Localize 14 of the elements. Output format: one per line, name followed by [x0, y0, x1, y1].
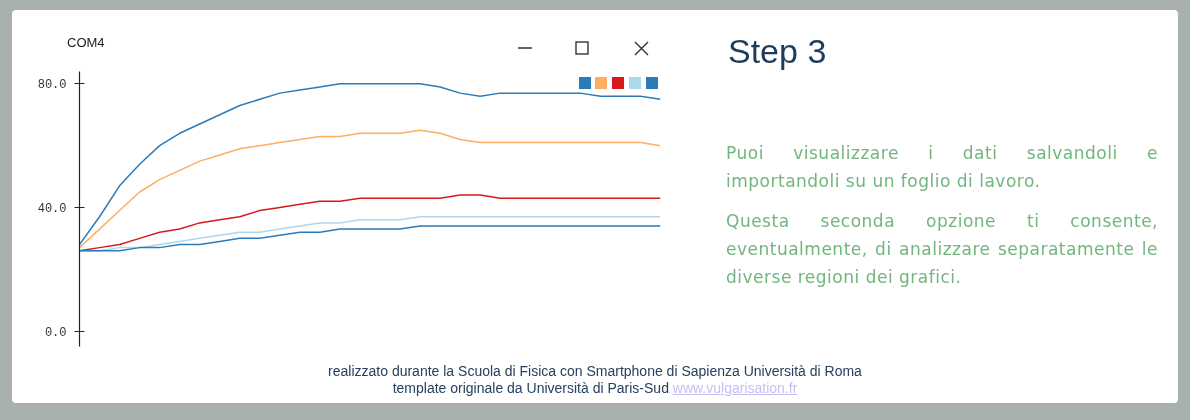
- text: realizzato durante la Scuola di Fisica con Smartphone di Sapienza Università di Roma: [327, 363, 863, 380]
- text: www.vulgarisation.fr: [672, 380, 798, 396]
- text: Questa seconda opzione ti consente, eventualmente, di analizzare separatamente le diverse regioni dei grafici.: [726, 209, 1158, 289]
- chart-title: COM4: [67, 34, 105, 52]
- y-tick-label: 40.0: [37, 201, 67, 216]
- line-series: [79, 83, 661, 246]
- line-series: [79, 225, 661, 252]
- text: template originale da Università di Paris-Sud: [392, 380, 669, 396]
- line-series: [79, 129, 661, 249]
- y-tick-label: 0.0: [44, 325, 67, 340]
- y-tick-label: 80.0: [37, 78, 67, 93]
- line-series: [79, 194, 661, 252]
- text: Puoi visualizzare i dati salvandoli e importandoli su un foglio di lavoro.: [726, 141, 1158, 193]
- text: Step 3: [728, 31, 828, 72]
